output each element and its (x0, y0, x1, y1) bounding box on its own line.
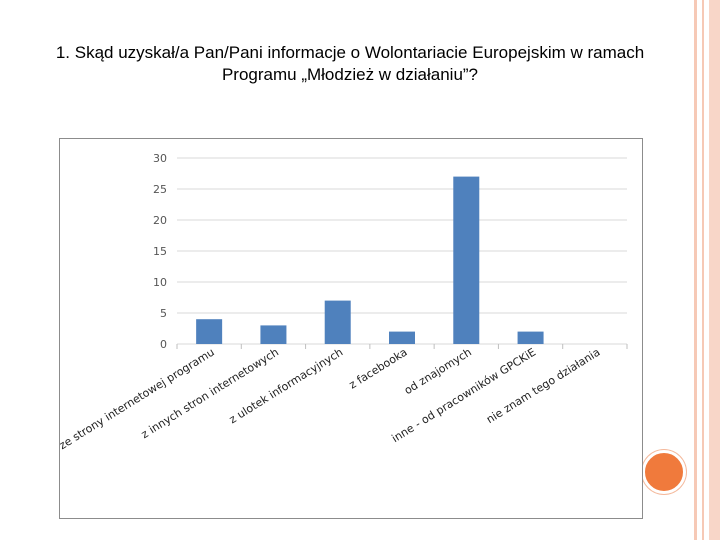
slide-title-line-1: 1. Skąd uzyskał/a Pan/Pani informacje o … (55, 43, 645, 62)
chart-frame: 0 5 10 15 20 25 30 ze strony internetowej progr… (59, 138, 643, 519)
bar (453, 176, 480, 344)
y-tick-label: 15 (153, 245, 167, 258)
y-tick-label: 30 (153, 152, 167, 165)
y-tick-label: 20 (153, 214, 167, 227)
x-category-label: nie znam tego działania (484, 346, 602, 427)
x-category-label: z facebooka (347, 346, 410, 392)
bar (260, 325, 287, 344)
decorative-circle (642, 450, 686, 494)
side-stripe (702, 0, 704, 540)
y-tick-label: 5 (160, 307, 167, 320)
side-stripe (709, 0, 720, 540)
side-stripe (694, 0, 697, 540)
slide-title: 1. Skąd uzyskał/a Pan/Pani informacje o … (30, 42, 670, 86)
y-tick-label: 25 (153, 183, 167, 196)
bar (389, 331, 415, 344)
y-tick-label: 0 (160, 338, 167, 351)
bar (517, 331, 544, 344)
slide-title-line-2: Programu „Młodzież w działaniu”? (221, 65, 479, 84)
bar (196, 319, 223, 344)
y-tick-label: 10 (153, 276, 167, 289)
x-category-label: z ulotek informacyjnych (227, 346, 345, 427)
bar (324, 300, 351, 344)
